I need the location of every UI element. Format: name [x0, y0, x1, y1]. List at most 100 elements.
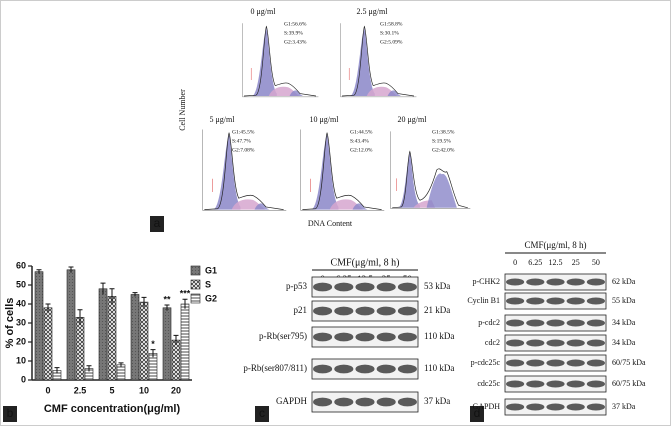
bar	[130, 294, 140, 381]
blot-band	[566, 319, 585, 327]
error-bar	[173, 334, 179, 345]
plot-stat: G2:5.09%	[380, 39, 403, 45]
protein-size: 62 kDa	[612, 277, 636, 286]
y-tick-label: 60	[16, 260, 26, 270]
blot-band	[526, 319, 545, 327]
error-bar	[68, 266, 74, 273]
error-bar	[132, 292, 138, 297]
blot-band	[566, 278, 585, 286]
blot-band	[355, 306, 375, 316]
blot-band	[546, 319, 565, 327]
blot-band	[586, 380, 605, 388]
legend-swatch	[190, 279, 201, 290]
x-tick-label: 5	[109, 385, 114, 395]
blot-band	[376, 397, 396, 407]
blot-band	[506, 359, 525, 367]
protein-size: 21 kDa	[424, 305, 450, 315]
bar	[43, 307, 53, 381]
panel-letter: a	[154, 216, 161, 230]
y-tick-label: 50	[16, 279, 26, 289]
bar	[98, 288, 108, 381]
error-bar	[109, 288, 115, 304]
blot-band	[334, 282, 354, 292]
protein-name: p-CHK2	[472, 277, 500, 286]
blot-band	[334, 364, 354, 374]
y-axis-label: % of cells	[4, 298, 16, 349]
error-bar	[141, 296, 147, 307]
significance: **	[163, 294, 171, 304]
error-bar	[118, 362, 124, 367]
blot-band	[526, 380, 545, 388]
histogram	[300, 129, 385, 211]
plot-label: 2.5 μg/ml	[357, 7, 389, 16]
bar	[148, 353, 158, 381]
blot-band	[566, 297, 585, 305]
protein-size: 37 kDa	[612, 402, 636, 411]
legend-swatch	[190, 265, 201, 276]
blot-band	[397, 364, 417, 374]
x-tick-label: 10	[139, 385, 149, 395]
blot-band	[566, 359, 585, 367]
blot-band	[506, 339, 525, 347]
plot-stat: G1:38.5%	[432, 129, 455, 135]
blot-band	[546, 339, 565, 347]
histogram	[339, 22, 417, 98]
plot-stat: G1:56.6%	[284, 21, 307, 27]
blot-band	[334, 332, 354, 342]
x-tick-label: 20	[171, 385, 181, 395]
blot-band	[313, 364, 333, 374]
panel-letter: d	[474, 406, 481, 420]
plot-stat: G2:42.0%	[432, 147, 455, 153]
plot-stat: G2:7.08%	[232, 147, 255, 153]
error-bar	[182, 298, 188, 309]
blot-band	[355, 332, 375, 342]
plot-stat: G1:45.5%	[232, 129, 255, 135]
blot-band	[546, 297, 565, 305]
protein-name: GAPDH	[276, 396, 308, 406]
plot-label: 0 μg/ml	[251, 7, 277, 16]
blot-band	[566, 380, 585, 388]
blot-band	[526, 278, 545, 286]
blot-band	[506, 278, 525, 286]
plot-stat: G2:3.43%	[284, 39, 307, 45]
significance: ***	[180, 289, 191, 299]
blot-band	[506, 297, 525, 305]
blot-band	[546, 278, 565, 286]
protein-name: p-cdc2	[478, 318, 500, 327]
protein-size: 34 kDa	[612, 338, 636, 347]
error-bar	[164, 304, 170, 311]
panel-letter-box	[255, 406, 269, 422]
lane-label: 0	[513, 258, 517, 267]
blot-band	[526, 403, 545, 411]
bar	[116, 364, 126, 381]
blot-band	[526, 359, 545, 367]
bar	[66, 269, 76, 381]
y-tick-label: 20	[16, 336, 26, 346]
blot-band	[546, 403, 565, 411]
y-tick-label: 10	[16, 355, 26, 365]
blot-band	[313, 282, 333, 292]
panel-letter-box	[470, 406, 484, 422]
legend-swatch	[190, 293, 201, 304]
bar	[180, 303, 190, 381]
x-axis-label: CMF concentration(μg/ml)	[44, 403, 181, 415]
legend-label: S	[205, 279, 211, 289]
blot-band	[526, 339, 545, 347]
plot-stat: S:39.9%	[284, 30, 303, 36]
plot-stat: S:30.1%	[380, 30, 399, 36]
blot-band	[586, 297, 605, 305]
protein-size: 60/75 kDa	[612, 358, 646, 367]
blot-band	[506, 319, 525, 327]
blot-band	[313, 397, 333, 407]
blot-band	[397, 397, 417, 407]
blot-band	[313, 332, 333, 342]
protein-size: 55 kDa	[612, 296, 636, 305]
blot-band	[334, 306, 354, 316]
bar	[162, 307, 172, 381]
blot-band	[566, 339, 585, 347]
error-bar	[100, 282, 106, 295]
blot-band	[586, 319, 605, 327]
error-bar	[77, 309, 83, 325]
bar	[171, 339, 181, 381]
